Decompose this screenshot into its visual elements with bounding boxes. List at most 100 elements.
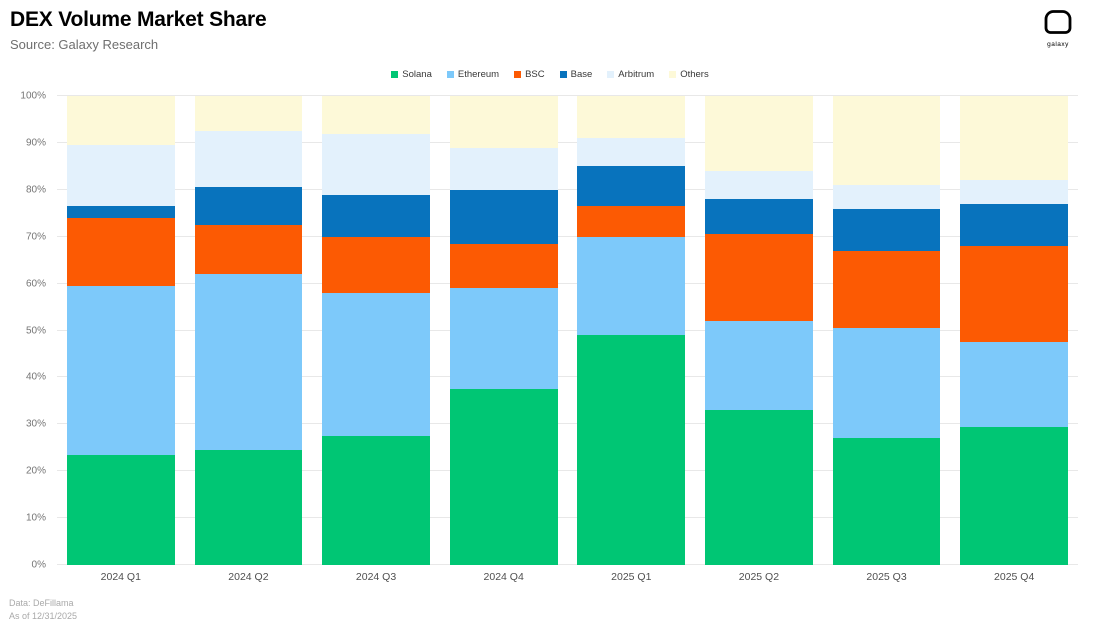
bar-2025-q3 — [832, 96, 941, 565]
bar-column — [312, 96, 440, 565]
y-tick-label: 30% — [25, 418, 46, 430]
segment-solana — [960, 426, 1069, 565]
segment-bsc — [66, 217, 175, 286]
segment-ethereum — [322, 293, 430, 437]
segment-ethereum — [449, 288, 558, 390]
segment-others — [194, 96, 303, 132]
bar-column — [185, 96, 313, 565]
segment-arbitrum — [577, 138, 686, 167]
x-tick-label: 2025 Q2 — [738, 571, 780, 583]
segment-solana — [194, 450, 303, 565]
segment-others — [577, 96, 686, 139]
bar-column — [57, 96, 185, 565]
x-tick-label: 2025 Q1 — [611, 571, 652, 583]
gridline — [57, 235, 1078, 237]
bars-layer — [57, 96, 1078, 565]
gridline — [57, 95, 1078, 96]
segment-arbitrum — [832, 185, 941, 209]
legend-item-solana: Solana — [391, 69, 432, 80]
segment-solana — [449, 389, 558, 565]
segment-arbitrum — [960, 180, 1069, 204]
x-axis-labels: 2024 Q1 2024 Q2 2024 Q3 2024 Q4 2025 Q1 2025 … — [57, 571, 1078, 583]
bar-2024-q3 — [322, 96, 430, 565]
segment-solana — [322, 436, 430, 565]
segment-others — [832, 96, 941, 186]
legend-label: Base — [570, 68, 593, 80]
bar-column — [568, 96, 696, 565]
footnote-data-source: Data: DeFillama — [9, 598, 74, 608]
gridlines — [57, 95, 1078, 565]
gridline — [57, 329, 1078, 331]
segment-bsc — [322, 236, 430, 293]
segment-ethereum — [832, 328, 941, 439]
legend-item-ethereum: Ethereum — [446, 68, 500, 80]
segment-bsc — [960, 246, 1069, 343]
segment-base — [960, 203, 1069, 247]
gridline — [57, 564, 1078, 565]
legend-item-others: Others — [669, 69, 709, 80]
legend-label: Solana — [402, 68, 432, 80]
x-tick-label: 2025 Q3 — [866, 571, 907, 583]
segment-base — [705, 199, 813, 235]
y-tick-label: 70% — [25, 231, 46, 243]
segment-base — [194, 187, 303, 225]
galaxy-logo-label: galaxy — [1047, 41, 1069, 48]
segment-arbitrum — [322, 133, 430, 195]
gridline — [57, 470, 1078, 472]
segment-bsc — [705, 234, 813, 322]
segment-base — [577, 166, 686, 207]
galaxy-helmet-icon — [1044, 10, 1072, 34]
segment-others — [705, 96, 813, 172]
legend-swatch-icon — [559, 70, 567, 78]
y-tick-label: 90% — [25, 137, 46, 149]
segment-base — [66, 206, 175, 218]
y-tick-label: 20% — [25, 465, 46, 477]
gridline — [57, 188, 1078, 190]
bar-2025-q2 — [705, 96, 813, 565]
segment-others — [66, 96, 175, 146]
y-tick-label: 100% — [20, 90, 46, 102]
segment-arbitrum — [66, 145, 175, 207]
segment-solana — [705, 410, 813, 565]
legend-swatch-icon — [391, 70, 399, 78]
chart-legend: Solana Ethereum BSC Base Arbitrum Others — [0, 67, 1100, 81]
legend-label: Arbitrum — [618, 68, 655, 80]
legend-swatch-icon — [669, 70, 677, 78]
y-tick-label: 10% — [25, 512, 46, 524]
segment-ethereum — [960, 342, 1069, 427]
x-tick-label: 2024 Q4 — [483, 571, 524, 583]
footnote-as-of-date: As of 12/31/2025 — [9, 610, 78, 621]
segment-base — [322, 194, 430, 237]
chart-footnote: Data: DeFillama As of 12/31/2025 — [9, 597, 77, 621]
page-title: DEX Volume Market Share — [10, 8, 267, 31]
segment-solana — [66, 454, 175, 565]
segment-solana — [577, 335, 686, 565]
plot-area — [57, 95, 1078, 565]
bar-2025-q1 — [577, 96, 686, 565]
segment-bsc — [577, 206, 686, 237]
gridline — [57, 423, 1078, 425]
segment-bsc — [194, 225, 303, 275]
page-subtitle: Source: Galaxy Research — [10, 37, 159, 52]
legend-item-arbitrum: Arbitrum — [607, 69, 654, 80]
legend-swatch-icon — [446, 70, 454, 78]
segment-ethereum — [66, 285, 175, 455]
segment-ethereum — [577, 236, 686, 336]
y-tick-label: 60% — [25, 278, 46, 290]
x-tick-label: 2025 Q4 — [994, 571, 1035, 583]
segment-solana — [832, 438, 941, 565]
y-tick-label: 0% — [31, 559, 46, 571]
x-tick-label: 2024 Q1 — [100, 571, 141, 583]
bar-column — [440, 96, 568, 565]
gridline — [57, 141, 1078, 143]
legend-label: Ethereum — [457, 68, 500, 80]
bar-2024-q4 — [449, 96, 558, 565]
x-tick-label: 2024 Q3 — [355, 571, 397, 583]
segment-ethereum — [194, 274, 303, 451]
bar-column — [950, 96, 1078, 565]
segment-others — [960, 96, 1069, 181]
y-tick-label: 40% — [25, 371, 46, 383]
gridline — [57, 282, 1078, 284]
bar-column — [823, 96, 951, 565]
